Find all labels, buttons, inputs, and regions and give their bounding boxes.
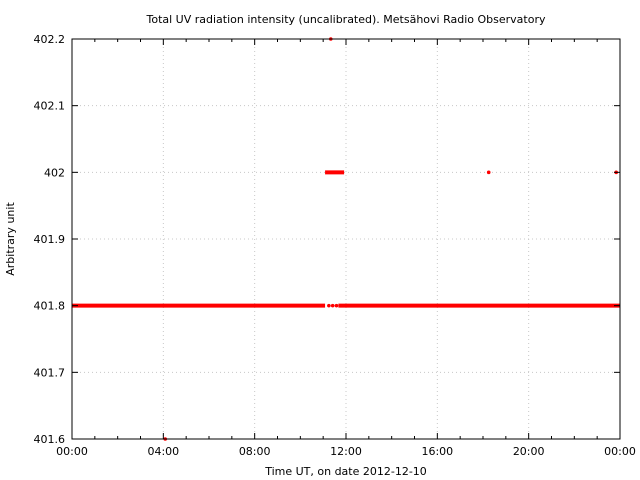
x-tick-label: 00:00 (604, 445, 636, 458)
y-tick-label: 401.7 (34, 366, 66, 379)
x-tick-label: 08:00 (239, 445, 271, 458)
x-tick-label: 12:00 (330, 445, 362, 458)
x-tick-label: 04:00 (147, 445, 179, 458)
y-tick-label: 402 (44, 166, 65, 179)
chart-title: Total UV radiation intensity (uncalibrat… (146, 13, 546, 26)
y-tick-label: 401.9 (34, 233, 66, 246)
y-tick-label: 402.2 (34, 33, 66, 46)
y-tick-label: 401.8 (34, 300, 66, 313)
data-series (72, 37, 620, 441)
x-tick-label: 20:00 (513, 445, 545, 458)
data-point (327, 303, 331, 308)
x-tick-label: 16:00 (421, 445, 453, 458)
y-tick-label: 401.6 (34, 433, 66, 446)
x-tick-label: 00:00 (56, 445, 88, 458)
data-point (330, 303, 335, 308)
grid (72, 39, 620, 439)
data-point (486, 170, 491, 175)
x-axis-label: Time UT, on date 2012-12-10 (264, 465, 427, 478)
y-axis-label: Arbitrary unit (4, 202, 17, 276)
data-point (334, 303, 339, 308)
ticks: 00:00 04:00 08:00 12:00 16:00 20:00 00:00401.6… (34, 33, 636, 458)
y-tick-label: 402.1 (34, 100, 66, 113)
